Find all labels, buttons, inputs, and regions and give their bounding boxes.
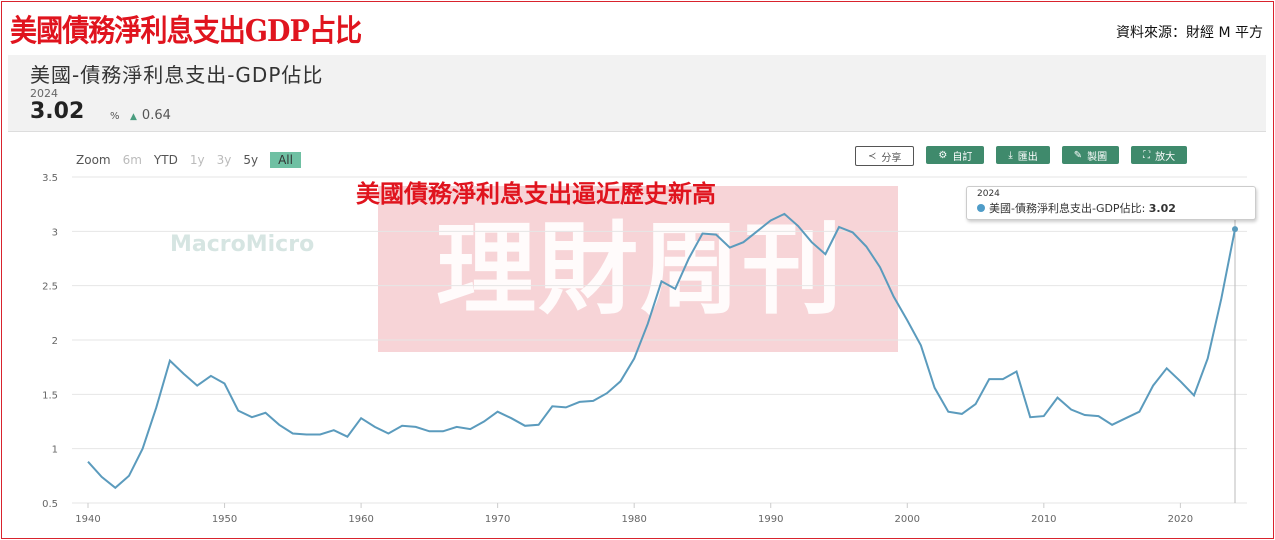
x-tick-label: 2010 xyxy=(1031,514,1056,525)
watermark-box xyxy=(378,186,898,352)
download-icon: ⤓ xyxy=(1008,149,1013,161)
zoom-5y[interactable]: 5y xyxy=(243,153,259,167)
tooltip: 2024 美國-債務淨利息支出-GDP佔比: 3.02 xyxy=(966,186,1256,220)
share-label: 分享 xyxy=(881,152,902,164)
expand-label: 放大 xyxy=(1155,151,1176,163)
draw-button[interactable]: ✎ 製圖 xyxy=(1061,146,1120,164)
expand-icon: ⛶ xyxy=(1143,149,1151,161)
chart-title: 美國-債務淨利息支出-GDP佔比 xyxy=(30,63,324,87)
x-tick-label: 2020 xyxy=(1168,514,1193,525)
y-tick-label: 3 xyxy=(52,227,58,238)
y-tick-label: 2.5 xyxy=(42,282,58,293)
macromicro-watermark: MacroMicro xyxy=(170,232,315,257)
y-tick-label: 1.5 xyxy=(42,390,58,401)
gear-icon: ⚙ xyxy=(938,149,948,161)
series-line xyxy=(87,212,1236,490)
customize-button[interactable]: ⚙ 自訂 xyxy=(926,146,985,164)
x-tick-label: 1990 xyxy=(758,514,783,525)
x-tick-label: 1980 xyxy=(621,514,646,525)
y-tick-label: 1 xyxy=(52,445,58,456)
y-tick-label: 2 xyxy=(52,336,58,347)
export-label: 匯出 xyxy=(1017,151,1038,163)
headline: 美國債務淨利息支出GDP占比 xyxy=(10,14,362,49)
tooltip-line: 美國-債務淨利息支出-GDP佔比: 3.02 xyxy=(977,202,1176,216)
data-point-2024 xyxy=(1232,226,1238,233)
y-tick-label: 0.5 xyxy=(42,499,58,510)
customize-label: 自訂 xyxy=(952,151,973,163)
share-button[interactable]: ≺ 分享 xyxy=(855,146,915,166)
zoom-6m[interactable]: 6m xyxy=(122,153,142,167)
x-tick-label: 1950 xyxy=(212,514,237,525)
summary-panel: 美國-債務淨利息支出-GDP佔比 2024 3.02 % ▲ 0.64 xyxy=(8,55,1266,132)
pencil-icon: ✎ xyxy=(1073,149,1083,161)
latest-value: 3.02 xyxy=(30,99,85,124)
draw-label: 製圖 xyxy=(1087,151,1108,163)
value-unit: % xyxy=(110,111,120,122)
source-credit: 資料來源：財經 M 平方 xyxy=(1116,25,1263,41)
x-tick-label: 1940 xyxy=(75,514,100,525)
x-tick-label: 1970 xyxy=(485,514,510,525)
zoom-ytd[interactable]: YTD xyxy=(153,153,178,167)
x-tick-label: 1960 xyxy=(348,514,373,525)
export-button[interactable]: ⤓ 匯出 xyxy=(996,146,1050,164)
expand-button[interactable]: ⛶ 放大 xyxy=(1131,146,1188,164)
tooltip-year: 2024 xyxy=(977,189,1000,199)
tooltip-series: 美國-債務淨利息支出-GDP佔比 xyxy=(989,202,1142,215)
x-tick-label: 2000 xyxy=(895,514,920,525)
publisher-watermark: 理財周刊 xyxy=(436,210,844,328)
y-tick-label: 3.5 xyxy=(42,173,58,184)
change-text: 0.64 xyxy=(141,108,171,123)
triangle-up-icon: ▲ xyxy=(130,112,137,122)
toolbar: ≺ 分享 ⚙ 自訂 ⤓ 匯出 ✎ 製圖 ⛶ 放大 xyxy=(855,146,1188,166)
zoom-1y[interactable]: 1y xyxy=(189,153,205,167)
tooltip-value: 3.02 xyxy=(1148,202,1176,215)
zoom-label: Zoom xyxy=(76,153,111,167)
zoom-selector: Zoom 6m YTD 1y 3y 5y All xyxy=(76,152,301,168)
change-value: ▲ 0.64 xyxy=(130,108,171,123)
series-dot-icon xyxy=(977,204,985,212)
latest-year: 2024 xyxy=(30,87,58,100)
share-icon: ≺ xyxy=(868,150,877,162)
zoom-all[interactable]: All xyxy=(270,152,301,168)
annotation: 美國債務淨利息支出逼近歷史新高 xyxy=(356,180,716,208)
zoom-3y[interactable]: 3y xyxy=(216,153,232,167)
